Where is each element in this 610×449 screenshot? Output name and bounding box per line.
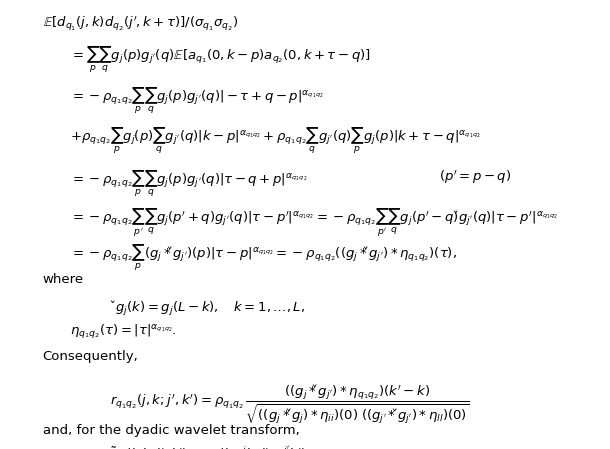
- Text: $\eta_{q_1 q_2}(\tau) = |\tau|^{\alpha_{q_1 q_2}}.$: $\eta_{q_1 q_2}(\tau) = |\tau|^{\alpha_{…: [70, 323, 177, 341]
- Text: $\mathbb{E}[d_{q_1}(j,k)d_{q_2}(j',k+\tau)]/(\sigma_{q_1}\sigma_{q_2})$: $\mathbb{E}[d_{q_1}(j,k)d_{q_2}(j',k+\ta…: [43, 14, 239, 33]
- Text: $r_{q_1 q_2}(j,k;j',k') = \rho_{q_1 q_2}\,\dfrac{((g_j * \check{g}_{j'}) * \eta_: $r_{q_1 q_2}(j,k;j',k') = \rho_{q_1 q_2}…: [110, 383, 470, 426]
- Text: $\check{g}_j(k) = g_j(L-k), \quad k = 1, \ldots, L,$: $\check{g}_j(k) = g_j(L-k), \quad k = 1,…: [110, 299, 305, 318]
- Text: $= -\rho_{q_1 q_2}\sum_{p}(g_j * \check{g}_{j'})(p)|\tau-p|^{\alpha_{q_1 q_2}} =: $= -\rho_{q_1 q_2}\sum_{p}(g_j * \check{…: [70, 242, 457, 273]
- Text: and, for the dyadic wavelet transform,: and, for the dyadic wavelet transform,: [43, 424, 300, 437]
- Text: Consequently,: Consequently,: [43, 350, 138, 363]
- Text: $= -\rho_{q_1 q_2}\sum_{p}\sum_{q} g_j(p)g_{j'}(q)|\tau-q+p|^{\alpha_{q_1 q_2}}$: $= -\rho_{q_1 q_2}\sum_{p}\sum_{q} g_j(p…: [70, 168, 307, 198]
- Text: $= -\rho_{q_1 q_2}\sum_{p'}\sum_{q} g_j(p'+q)g_{j'}(q)|\tau-p'|^{\alpha_{q_1 q_2: $= -\rho_{q_1 q_2}\sum_{p'}\sum_{q} g_j(…: [70, 207, 558, 239]
- Text: $= \sum_{p}\sum_{q} g_j(p)g_{j'}(q)\mathbb{E}[a_{q_1}(0,k-p)a_{q_2}(0,k+\tau-q)]: $= \sum_{p}\sum_{q} g_j(p)g_{j'}(q)\math…: [70, 45, 371, 75]
- Text: $= -\rho_{q_1 q_2}\sum_{p}\sum_{q} g_j(p)g_{j'}(q)|-\tau+q-p|^{\alpha_{q_1 q_2}}: $= -\rho_{q_1 q_2}\sum_{p}\sum_{q} g_j(p…: [70, 85, 324, 115]
- Text: where: where: [43, 273, 84, 286]
- Text: $\tilde{r}_{\cdot\cdot}(j,k;j',k') = r_{\cdot\cdot}(j,2^j k;j',2^{j'}k')$: $\tilde{r}_{\cdot\cdot}(j,k;j',k') = r_{…: [110, 445, 306, 449]
- Text: $(p'=p-q)$: $(p'=p-q)$: [439, 168, 512, 186]
- Text: $+ \rho_{q_1 q_2}\sum_{p} g_j(p)\sum_{q} g_{j'}(q)|k-p|^{\alpha_{q_1 q_2}} + \rh: $+ \rho_{q_1 q_2}\sum_{p} g_j(p)\sum_{q}…: [70, 126, 481, 156]
